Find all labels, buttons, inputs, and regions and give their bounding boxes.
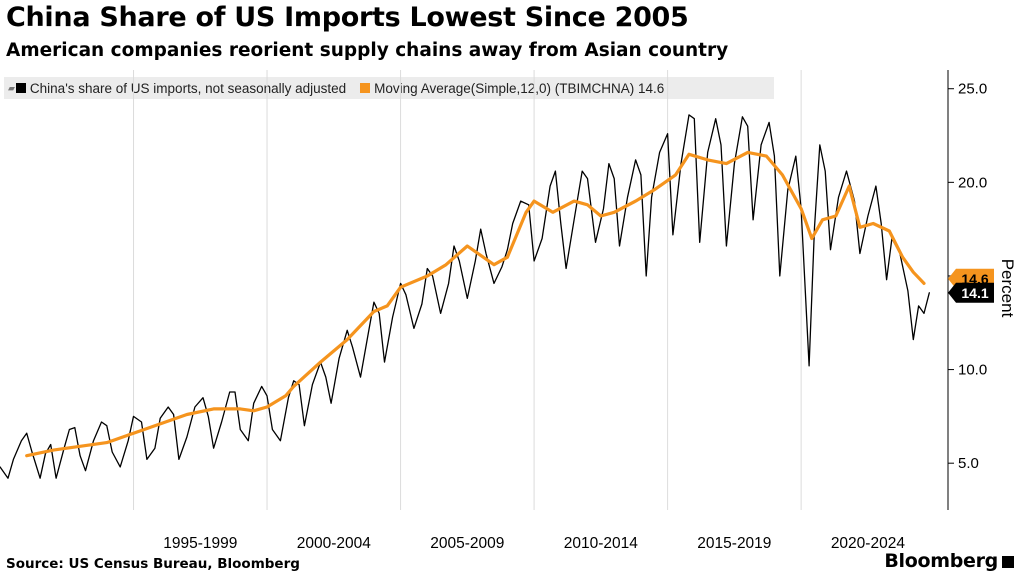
y-tick-label: 20.0 xyxy=(958,174,987,191)
x-tick-label: 2005-2009 xyxy=(430,535,504,552)
source-note: Source: US Census Bureau, Bloomberg xyxy=(6,556,300,572)
brand-logo: Bloomberg xyxy=(884,550,1014,572)
legend-item-moving-average[interactable]: Moving Average(Simple,12,0) (TBIMCHNA) 1… xyxy=(360,81,664,96)
legend-swatch-black xyxy=(15,83,26,93)
y-axis-label: Percent xyxy=(998,259,1017,318)
bloomberg-bars-icon xyxy=(1002,556,1014,568)
y-tick-label: 5.0 xyxy=(958,455,979,472)
series-line-moving-average xyxy=(25,150,926,458)
badge-china-share xyxy=(948,282,994,303)
y-tick-label: 10.0 xyxy=(958,362,987,379)
x-tick-label: 2000-2004 xyxy=(297,535,372,552)
chart-title: China Share of US Imports Lowest Since 2… xyxy=(6,2,689,33)
grid xyxy=(133,70,802,510)
x-tick-label: 1995-1999 xyxy=(163,535,237,552)
legend-swatch-orange xyxy=(360,83,371,93)
pin-icon: ▰ xyxy=(8,82,15,93)
last-value-badges: 14.614.1 xyxy=(948,268,994,303)
series-group xyxy=(0,114,930,479)
series-line-china-share xyxy=(0,114,930,479)
x-tick-label: 2010-2014 xyxy=(564,535,639,552)
x-tick-label: 2020-2024 xyxy=(831,535,906,552)
legend-label: Moving Average(Simple,12,0) (TBIMCHNA) 1… xyxy=(374,80,665,96)
chart-subtitle: American companies reorient supply chain… xyxy=(6,40,729,61)
y-tick-label: 25.0 xyxy=(958,81,987,98)
x-axis: 1995-1999 2000-2004 2005-2009 2010-2014 2015… xyxy=(163,535,905,552)
badge-china-share-label: 14.1 xyxy=(961,285,988,301)
brand-name: Bloomberg xyxy=(884,550,998,572)
x-tick-label: 2015-2019 xyxy=(697,535,771,552)
